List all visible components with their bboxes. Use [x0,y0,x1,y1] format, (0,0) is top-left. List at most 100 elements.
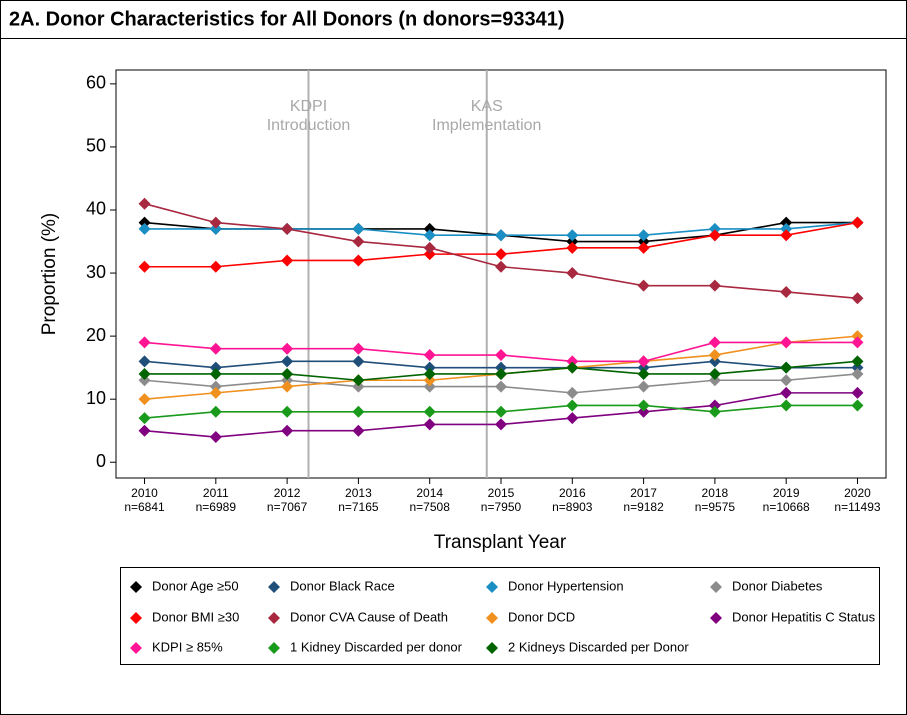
point-marker [708,367,721,380]
y-tick-label: 10 [86,388,106,408]
point-marker [352,405,365,418]
annotation-text: KDPI [290,98,327,115]
point-marker [352,424,365,437]
point-marker [423,361,436,374]
point-marker [566,355,579,368]
point-marker [708,336,721,349]
point-marker [352,380,365,393]
point-marker [566,399,579,412]
legend-label: Donor DCD [508,609,575,624]
point-marker [851,386,864,399]
legend-marker [130,581,142,593]
point-marker [495,367,507,380]
legend-marker [486,642,498,654]
point-marker [209,367,222,380]
point-marker [209,386,222,399]
point-marker [209,222,222,235]
legend-marker [130,612,142,624]
point-marker [637,355,650,368]
point-marker [780,374,793,387]
legend-marker [268,612,280,624]
point-marker [352,235,365,248]
point-marker [851,336,864,349]
x-tick-sublabel: n=6989 [196,500,237,514]
legend-label: Donor Hepatitis C Status [732,609,876,624]
x-tick-label: 2018 [702,486,729,500]
x-tick-sublabel: n=11493 [834,500,880,514]
point-marker [780,386,793,399]
point-marker [566,267,579,280]
point-marker [495,405,507,418]
point-marker [423,222,436,235]
point-marker [281,367,294,380]
legend-marker [268,581,280,593]
point-marker [566,229,579,242]
point-marker [851,216,864,229]
point-marker [495,260,507,273]
legend-marker [486,581,498,593]
point-marker [209,342,222,355]
x-tick-sublabel: n=7165 [338,500,379,514]
point-marker [637,361,650,374]
x-tick-label: 2016 [559,486,586,500]
point-marker [423,367,436,380]
point-marker [495,418,507,431]
legend-label: Donor Age ≥50 [152,578,239,593]
point-marker [637,399,650,412]
point-marker [423,241,436,254]
point-marker [423,380,436,393]
point-marker [495,248,507,261]
point-marker [138,355,151,368]
point-marker [281,254,294,267]
point-marker [851,330,864,343]
point-marker [780,361,793,374]
point-marker [209,431,222,444]
y-tick-label: 30 [86,262,106,282]
legend-label: 1 Kidney Discarded per donor [290,639,463,654]
x-tick-label: 2012 [274,486,301,500]
y-axis-title: Proportion (%) [39,213,60,336]
legend-label: KDPI ≥ 85% [152,639,223,654]
point-marker [352,254,365,267]
point-marker [780,285,793,298]
point-marker [780,216,793,229]
x-tick-label: 2010 [131,486,158,500]
annotation-text: KAS [471,98,503,115]
point-marker [780,229,793,242]
point-marker [352,374,365,387]
x-axis-title: Transplant Year [434,532,567,553]
y-tick-label: 60 [86,73,106,93]
chart-title: 2A. Donor Characteristics for All Donors… [9,8,565,30]
point-marker [209,216,222,229]
point-marker [708,279,721,292]
point-marker [637,405,650,418]
point-marker [637,367,650,380]
point-marker [708,374,721,387]
point-marker [495,349,507,362]
x-tick-sublabel: n=7508 [410,500,451,514]
annotation-text: Introduction [267,117,351,134]
point-marker [495,361,507,374]
point-marker [566,361,579,374]
point-marker [352,342,365,355]
legend-label: Donor Diabetes [732,578,823,593]
x-tick-sublabel: n=7067 [267,500,308,514]
y-tick-label: 0 [96,451,106,471]
y-tick-label: 20 [86,325,106,345]
point-marker [209,361,222,374]
y-tick-label: 40 [86,199,106,219]
point-marker [566,412,579,425]
point-marker [423,374,436,387]
x-tick-sublabel: n=8903 [552,500,593,514]
point-marker [708,399,721,412]
legend-marker [268,642,280,654]
x-tick-sublabel: n=6841 [124,500,165,514]
annotation-text: Implementation [432,117,541,134]
x-tick-label: 2020 [844,486,871,500]
point-marker [281,380,294,393]
legend-box [120,567,880,665]
point-marker [851,399,864,412]
x-tick-sublabel: n=7950 [481,500,522,514]
point-marker [352,222,365,235]
